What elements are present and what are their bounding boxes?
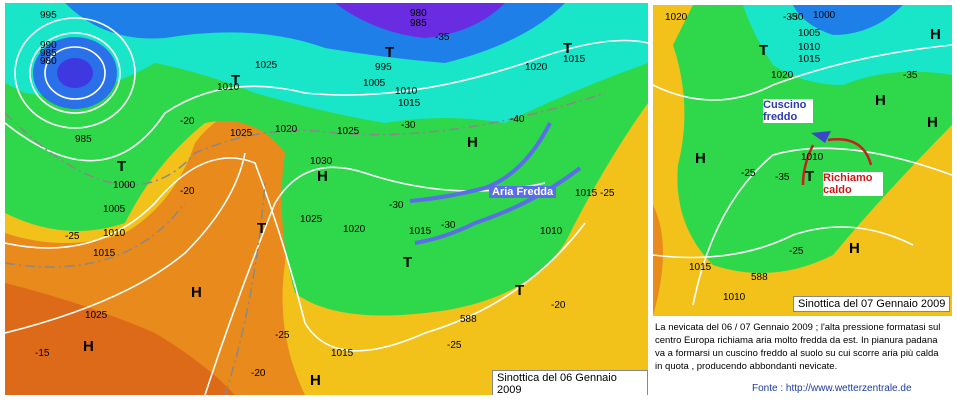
pressure-center: H bbox=[875, 92, 886, 109]
pressure-center: T bbox=[231, 72, 241, 89]
isobar-label: 1015 bbox=[575, 188, 598, 199]
isobar-label: 1015 bbox=[331, 348, 354, 359]
isobar-label: 1005 bbox=[363, 78, 386, 89]
pressure-center: T bbox=[257, 220, 267, 237]
left-caption: Sinottica del 06 Gennaio 2009 bbox=[492, 370, 648, 395]
pressure-center: H bbox=[310, 372, 321, 389]
isobar-label: 588 bbox=[751, 272, 768, 283]
left-map: Sinottica del 06 Gennaio 2009 Aria Fredd… bbox=[5, 3, 648, 395]
isobar-label: -15 bbox=[35, 348, 50, 359]
cold-air-annotation: Aria Fredda bbox=[489, 186, 557, 198]
isobar-label: -25 bbox=[600, 188, 615, 199]
right-map: Sinottica del 07 Gennaio 2009 Cuscino fr… bbox=[653, 5, 952, 316]
cold-cushion-annotation: Cuscino freddo bbox=[763, 99, 813, 123]
pressure-center: H bbox=[317, 168, 328, 185]
pressure-center: T bbox=[563, 40, 573, 57]
warm-recall-annotation: Richiamo caldo bbox=[823, 172, 883, 196]
isobar-label: 1020 bbox=[665, 12, 688, 23]
isobar-label: 995 bbox=[40, 10, 57, 21]
isobar-label: -35 bbox=[783, 12, 798, 23]
isobar-label: 985 bbox=[40, 48, 57, 59]
isobar-label: 1010 bbox=[540, 226, 563, 237]
isobar-label: -30 bbox=[401, 120, 416, 131]
right-caption: Sinottica del 07 Gennaio 2009 bbox=[793, 296, 951, 312]
isobar-label: -40 bbox=[510, 114, 525, 125]
isobar-label: -25 bbox=[65, 231, 80, 242]
pressure-center: H bbox=[849, 240, 860, 257]
isobar-label: 588 bbox=[460, 314, 477, 325]
left-map-field bbox=[5, 3, 648, 395]
isobar-label: -20 bbox=[180, 186, 195, 197]
source: Fonte : http://www.wetterzentrale.de bbox=[752, 383, 912, 394]
isobar-label: 1010 bbox=[723, 292, 746, 303]
isobar-label: -30 bbox=[389, 200, 404, 211]
isobar-label: 985 bbox=[410, 18, 427, 29]
isobar-label: -30 bbox=[441, 220, 456, 231]
isobar-label: 1015 bbox=[563, 54, 586, 65]
isobar-label: 1025 bbox=[300, 214, 323, 225]
isobar-label: 1030 bbox=[310, 156, 333, 167]
isobar-label: 1015 bbox=[689, 262, 712, 273]
isobar-label: -35 bbox=[903, 70, 918, 81]
isobar-label: -20 bbox=[251, 368, 266, 379]
pressure-center: T bbox=[385, 44, 395, 61]
isobar-label: 1010 bbox=[801, 152, 824, 163]
pressure-center: H bbox=[191, 284, 202, 301]
pressure-center: T bbox=[805, 168, 815, 185]
isobar-label: 1025 bbox=[230, 128, 253, 139]
isobar-label: 985 bbox=[75, 134, 92, 145]
pressure-center: H bbox=[927, 114, 938, 131]
isobar-label: 1010 bbox=[103, 228, 126, 239]
isobar-label: 1020 bbox=[771, 70, 794, 81]
pressure-center: T bbox=[403, 254, 413, 271]
pressure-center: H bbox=[930, 26, 941, 43]
isobar-label: 1000 bbox=[813, 10, 836, 21]
isobar-label: 1025 bbox=[255, 60, 278, 71]
isobar-label: -25 bbox=[447, 340, 462, 351]
isobar-label: -20 bbox=[551, 300, 566, 311]
isobar-label: 1010 bbox=[798, 42, 821, 53]
isobar-label: -25 bbox=[789, 246, 804, 257]
isobar-label: 990 bbox=[40, 40, 57, 51]
pressure-center: H bbox=[695, 150, 706, 167]
isobar-label: 1015 bbox=[409, 226, 432, 237]
pressure-center: H bbox=[467, 134, 478, 151]
isobar-label: -35 bbox=[435, 32, 450, 43]
isobar-label: 1015 bbox=[798, 54, 821, 65]
isobar-label: 1020 bbox=[275, 124, 298, 135]
isobar-label: -35 bbox=[775, 172, 790, 183]
isobar-label: 995 bbox=[375, 62, 392, 73]
isobar-label: 1025 bbox=[337, 126, 360, 137]
isobar-label: 1005 bbox=[103, 204, 126, 215]
pressure-center: T bbox=[759, 42, 769, 59]
isobar-label: 1015 bbox=[93, 248, 116, 259]
description: La nevicata del 06 / 07 Gennaio 2009 ; l… bbox=[655, 322, 941, 372]
isobar-label: 1010 bbox=[395, 86, 418, 97]
isobar-label: 980 bbox=[410, 8, 427, 19]
pressure-center: T bbox=[515, 282, 525, 299]
isobar-label: -30 bbox=[789, 12, 804, 23]
pressure-center: H bbox=[83, 338, 94, 355]
isobar-label: 1020 bbox=[343, 224, 366, 235]
isobar-label: 980 bbox=[40, 56, 57, 67]
isobar-label: 1020 bbox=[525, 62, 548, 73]
pressure-center: T bbox=[117, 158, 127, 175]
isobar-label: 1025 bbox=[85, 310, 108, 321]
isobar-label: 1015 bbox=[398, 98, 421, 109]
right-map-field bbox=[653, 5, 952, 316]
isobar-label: 1000 bbox=[113, 180, 136, 191]
isobar-label: -25 bbox=[275, 330, 290, 341]
isobar-label: 1005 bbox=[798, 28, 821, 39]
isobar-label: -25 bbox=[741, 168, 756, 179]
isobar-label: 1010 bbox=[217, 82, 240, 93]
isobar-label: -20 bbox=[180, 116, 195, 127]
